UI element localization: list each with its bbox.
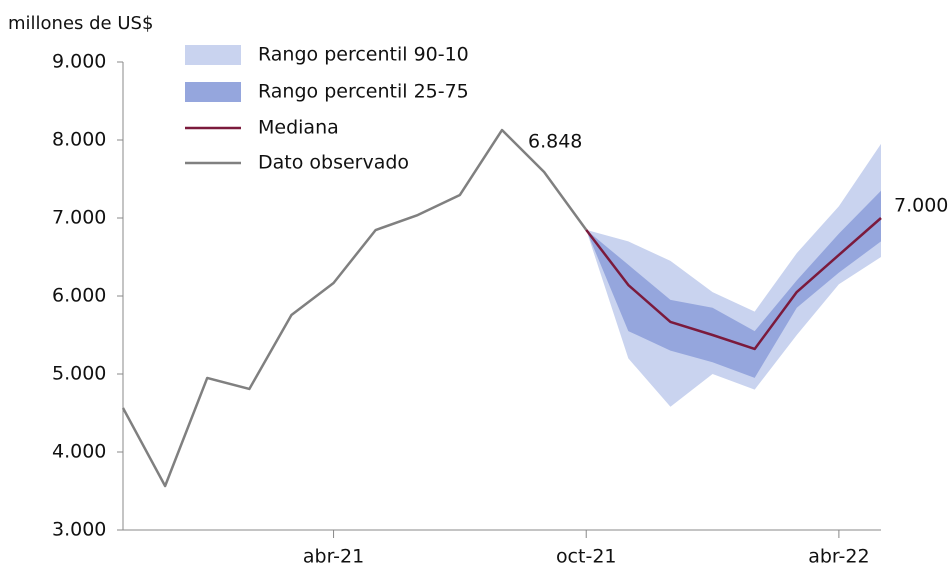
legend-swatch xyxy=(185,82,241,102)
y-axis-label: millones de US$ xyxy=(8,13,153,34)
x-tick-label: oct-21 xyxy=(556,546,617,564)
y-tick-label: 5.000 xyxy=(52,363,106,385)
y-tick-label: 4.000 xyxy=(52,441,106,463)
series-line xyxy=(585,217,882,351)
legend-label: Mediana xyxy=(258,117,339,139)
y-tick-label: 3.000 xyxy=(52,519,106,541)
legend-label: Rango percentil 90-10 xyxy=(258,44,469,66)
percentile-band xyxy=(586,190,881,378)
series-line xyxy=(121,128,588,488)
y-tick-label: 8.000 xyxy=(52,129,106,151)
y-tick-label: 9.000 xyxy=(52,51,106,73)
y-tick-label: 7.000 xyxy=(52,207,106,229)
y-tick-label: 6.000 xyxy=(52,285,106,307)
annotation: 6.848 xyxy=(528,131,582,153)
x-tick-label: abr-22 xyxy=(808,546,869,564)
legend-swatch xyxy=(185,45,241,65)
annotation: 7.000 xyxy=(894,195,948,217)
x-tick-label: abr-21 xyxy=(303,546,364,564)
legend-label: Rango percentil 25-75 xyxy=(258,81,469,103)
legend-label: Dato observado xyxy=(258,152,409,174)
